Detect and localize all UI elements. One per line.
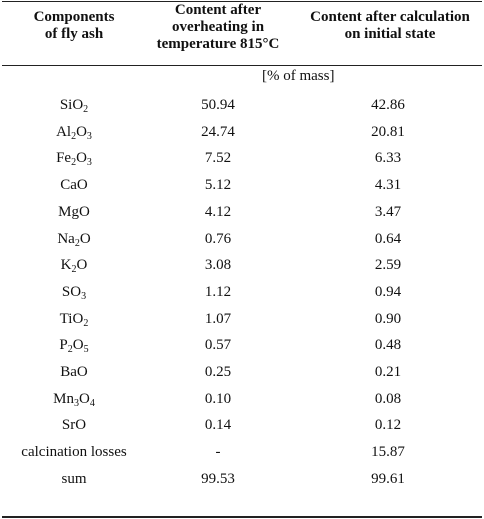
- overheated-value-cell: 0.57: [204, 337, 232, 354]
- initial-value-cell: 0.21: [374, 364, 402, 380]
- header-components: Components of fly ash: [4, 9, 144, 43]
- component-cell: sum: [61, 470, 87, 487]
- component-cell: CaO: [60, 177, 88, 194]
- overheated-value-cell: -: [215, 444, 221, 461]
- overheated-value-cell: 0.10: [204, 390, 232, 407]
- table-row: calcination losses - 15.87: [0, 443, 484, 470]
- initial-value-cell: 0.08: [374, 390, 402, 407]
- initial-value-cell: 0.12: [374, 417, 402, 434]
- component-cell: calcination losses: [21, 444, 127, 461]
- table-row: K2O 3.08 2.59: [0, 256, 484, 283]
- initial-value-cell: 0.48: [374, 337, 402, 354]
- initial-value-cell: 0.64: [374, 230, 402, 247]
- component-cell: P2O5: [59, 337, 89, 356]
- table-row: BaO 0.25 0.21: [0, 363, 484, 390]
- table-row: Mn3O4 0.10 0.08: [0, 390, 484, 417]
- overheated-value-cell: 0.25: [204, 364, 232, 380]
- header-initial-line-2: on initial state: [344, 26, 436, 42]
- component-cell: BaO: [60, 364, 88, 380]
- unit-label: [% of mass]: [262, 68, 335, 84]
- component-cell: Fe2O3: [56, 150, 92, 169]
- table-row: CaO 5.12 4.31: [0, 176, 484, 203]
- overheated-value-cell: 7.52: [204, 150, 232, 167]
- header-overheating-line-3: temperature 815°C: [156, 36, 280, 52]
- component-cell: SrO: [61, 417, 87, 434]
- overheated-value-cell: 0.14: [204, 417, 232, 434]
- initial-value-cell: 4.31: [374, 177, 402, 194]
- header-components-line-2: of fly ash: [44, 26, 104, 42]
- component-cell: SO3: [61, 283, 87, 302]
- table-row: TiO2 1.07 0.90: [0, 310, 484, 337]
- initial-value-cell: 0.90: [374, 310, 402, 327]
- component-cell: Al2O3: [56, 123, 92, 142]
- overheated-value-cell: 1.12: [204, 283, 232, 300]
- component-cell: TiO2: [59, 310, 89, 329]
- table-row: SO3 1.12 0.94: [0, 283, 484, 310]
- header-content-initial: Content after calculation on initial sta…: [298, 9, 482, 43]
- overheated-value-cell: 3.08: [204, 257, 232, 274]
- header-content-overheating: Content after overheating in temperature…: [148, 2, 288, 53]
- table-row: SiO2 50.94 42.86: [0, 96, 484, 123]
- overheated-value-cell: 1.07: [204, 310, 232, 327]
- header-overheating-line-2: overheating in: [171, 19, 265, 35]
- overheated-value-cell: 99.53: [201, 470, 235, 487]
- table-row: sum 99.53 99.61: [0, 470, 484, 497]
- bottom-rule: [2, 516, 482, 518]
- component-cell: MgO: [58, 203, 90, 220]
- header-overheating-line-1: Content after: [174, 2, 262, 18]
- table-row: SrO 0.14 0.12: [0, 416, 484, 443]
- component-cell: K2O: [60, 257, 88, 276]
- table-row: MgO 4.12 3.47: [0, 203, 484, 230]
- component-cell: Mn3O4: [53, 390, 95, 409]
- initial-value-cell: 2.59: [374, 257, 402, 274]
- overheated-value-cell: 24.74: [201, 123, 235, 140]
- component-cell: Na2O: [57, 230, 91, 249]
- table-row: Al2O3 24.74 20.81: [0, 123, 484, 150]
- initial-value-cell: 6.33: [374, 150, 402, 167]
- overheated-value-cell: 50.94: [201, 97, 235, 113]
- overheated-value-cell: 0.76: [204, 230, 232, 247]
- overheated-value-cell: 5.12: [204, 177, 232, 194]
- initial-value-cell: 0.94: [374, 283, 402, 300]
- table-row: Fe2O3 7.52 6.33: [0, 149, 484, 176]
- table-row: Na2O 0.76 0.64: [0, 230, 484, 257]
- initial-value-cell: 99.61: [371, 470, 405, 487]
- initial-value-cell: 20.81: [371, 123, 405, 140]
- initial-value-cell: 42.86: [371, 97, 405, 113]
- component-cell: SiO2: [59, 97, 89, 115]
- header-components-line-1: Components: [33, 9, 115, 25]
- header-rule: [2, 65, 482, 66]
- top-rule: [2, 1, 482, 2]
- table-row: P2O5 0.57 0.48: [0, 336, 484, 363]
- header-initial-line-1: Content after calculation: [310, 9, 470, 25]
- initial-value-cell: 15.87: [371, 444, 405, 461]
- overheated-value-cell: 4.12: [204, 203, 232, 220]
- initial-value-cell: 3.47: [374, 203, 402, 220]
